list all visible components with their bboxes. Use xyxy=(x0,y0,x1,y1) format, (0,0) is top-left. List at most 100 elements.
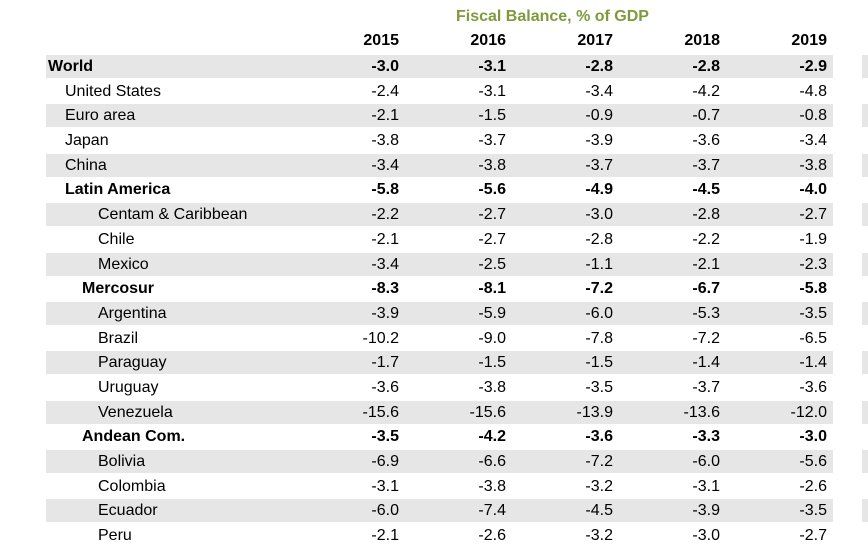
cell-value: -13.6 xyxy=(683,403,720,421)
cell-value: -12.0 xyxy=(790,403,827,421)
table-title: Fiscal Balance, % of GDP xyxy=(456,8,649,25)
cell-value: -7.2 xyxy=(585,453,613,470)
cell-value: -3.6 xyxy=(692,132,720,150)
table-row: Argentina -3.9 -5.9 -6.0 -5.3 -3.5 xyxy=(0,301,868,327)
row-label: Andean Com. xyxy=(82,428,186,446)
row-label: Argentina xyxy=(98,304,167,322)
cell-value: -3.7 xyxy=(478,132,506,150)
cell-value: -3.4 xyxy=(799,132,827,150)
cell-value: -2.7 xyxy=(478,230,506,248)
cell-value: -3.2 xyxy=(585,477,613,495)
cell-value: -3.0 xyxy=(799,428,827,446)
row-label: World xyxy=(48,58,94,75)
cell-value: -3.0 xyxy=(371,58,399,75)
cell-value: -5.8 xyxy=(371,181,399,199)
cell-value: -2.2 xyxy=(371,206,399,224)
cell-value: -3.1 xyxy=(692,477,720,495)
cell-value: -4.8 xyxy=(799,82,827,100)
table-row: Ecuador -6.0 -7.4 -4.5 -3.9 -3.5 xyxy=(0,499,868,524)
cell-value: -5.9 xyxy=(478,304,506,322)
cell-value: -15.6 xyxy=(362,403,399,421)
cell-value: -3.5 xyxy=(799,502,827,520)
cell-value: -0.9 xyxy=(585,107,613,125)
row-label: Japan xyxy=(65,132,109,150)
cell-value: -3.1 xyxy=(478,82,506,100)
cell-value: -4.5 xyxy=(692,181,720,199)
row-label: Colombia xyxy=(98,477,166,495)
cell-value: -1.5 xyxy=(478,107,506,125)
cell-value: -3.6 xyxy=(799,378,827,396)
row-label: Ecuador xyxy=(98,502,158,520)
cell-value: -2.3 xyxy=(799,255,827,273)
year-header: 2019 xyxy=(791,32,827,49)
cell-value: -3.0 xyxy=(692,527,720,545)
row-label: Paraguay xyxy=(98,354,167,372)
table-row: Latin America -5.8 -5.6 -4.9 -4.5 -4.0 xyxy=(0,178,868,203)
row-label: China xyxy=(65,156,107,174)
cell-value: -2.7 xyxy=(478,206,506,224)
cell-value: -7.2 xyxy=(585,280,613,298)
row-label: Peru xyxy=(98,527,132,545)
cell-value: -2.1 xyxy=(371,107,399,125)
table-row: Centam & Caribbean -2.2 -2.7 -3.0 -2.8 -… xyxy=(0,203,868,228)
cell-value: -5.6 xyxy=(478,181,506,199)
cell-value: -1.5 xyxy=(478,354,506,372)
cell-value: -2.7 xyxy=(799,206,827,224)
row-label: United States xyxy=(65,82,162,100)
row-label: Chile xyxy=(98,230,135,248)
cell-value: -3.9 xyxy=(371,304,399,322)
cell-value: -4.2 xyxy=(692,82,720,100)
row-label: Mexico xyxy=(98,255,149,273)
cell-value: -8.3 xyxy=(371,280,399,298)
cell-value: -3.7 xyxy=(692,378,720,396)
year-header: 2017 xyxy=(577,32,613,49)
cell-value: -2.8 xyxy=(692,58,720,75)
cell-value: -6.9 xyxy=(371,453,399,470)
cell-value: -1.5 xyxy=(585,354,613,372)
cell-value: -3.4 xyxy=(371,255,399,273)
table-row: Euro area -2.1 -1.5 -0.9 -0.7 -0.8 xyxy=(0,104,868,129)
year-header: 2015 xyxy=(363,32,399,49)
cell-value: -1.9 xyxy=(799,230,827,248)
cell-value: -6.6 xyxy=(478,453,506,470)
cell-value: -5.6 xyxy=(799,453,827,470)
cell-value: -2.4 xyxy=(371,82,399,100)
table-row: Paraguay -1.7 -1.5 -1.5 -1.4 -1.4 xyxy=(0,351,868,376)
cell-value: -1.7 xyxy=(371,354,399,372)
cell-value: -7.8 xyxy=(585,329,613,347)
cell-value: -2.2 xyxy=(692,230,720,248)
cell-value: -3.2 xyxy=(585,527,613,545)
cell-value: -3.1 xyxy=(478,58,506,75)
cell-value: -2.9 xyxy=(799,58,827,75)
year-header-row: 2015 2016 2017 2018 2019 xyxy=(0,32,868,54)
cell-value: -3.5 xyxy=(585,378,613,396)
row-label: Latin America xyxy=(65,181,171,199)
cell-value: -2.6 xyxy=(799,477,827,495)
cell-value: -15.6 xyxy=(469,403,506,421)
table-row: United States -2.4 -3.1 -3.4 -4.2 -4.8 xyxy=(0,80,868,105)
cell-value: -2.5 xyxy=(478,255,506,273)
row-label: Uruguay xyxy=(98,378,159,396)
table-row: Uruguay -3.6 -3.8 -3.5 -3.7 -3.6 xyxy=(0,376,868,401)
row-label: Bolivia xyxy=(98,453,146,470)
cell-value: -3.8 xyxy=(478,477,506,495)
row-label: Mercosur xyxy=(82,280,155,298)
table-row: Mercosur -8.3 -8.1 -7.2 -6.7 -5.8 xyxy=(0,277,868,302)
cell-value: -2.8 xyxy=(585,230,613,248)
table-row: China -3.4 -3.8 -3.7 -3.7 -3.8 xyxy=(0,153,868,179)
cell-value: -4.5 xyxy=(585,502,613,520)
table-row: World -3.0 -3.1 -2.8 -2.8 -2.9 xyxy=(0,55,868,80)
table-row: Peru -2.1 -2.6 -3.2 -3.0 -2.7 xyxy=(0,524,868,549)
cell-value: -3.1 xyxy=(371,477,399,495)
cell-value: -13.9 xyxy=(576,403,613,421)
cell-value: -7.2 xyxy=(692,329,720,347)
cell-value: -3.6 xyxy=(371,378,399,396)
cell-value: -4.9 xyxy=(585,181,613,199)
table-row: Bolivia -6.9 -6.6 -7.2 -6.0 -5.6 xyxy=(0,450,868,475)
cell-value: -3.7 xyxy=(692,156,720,174)
cell-value: -6.0 xyxy=(371,502,399,520)
cell-value: -6.0 xyxy=(585,304,613,322)
cell-value: -3.4 xyxy=(371,156,399,174)
cell-value: -3.3 xyxy=(692,428,720,446)
cell-value: -2.7 xyxy=(799,527,827,545)
